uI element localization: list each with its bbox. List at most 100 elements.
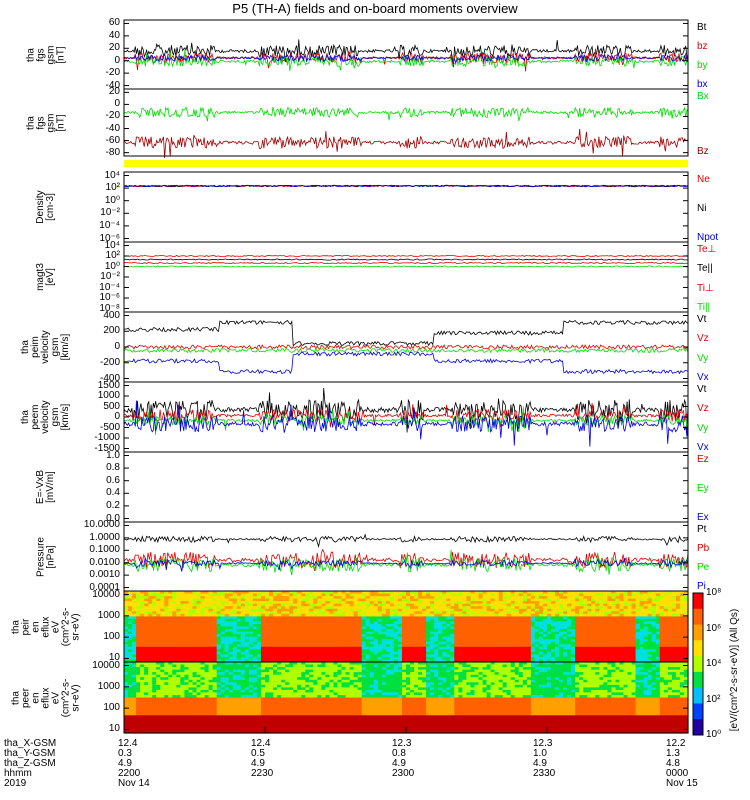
spectrogram-cell	[325, 639, 330, 643]
spectrogram-cell	[152, 631, 157, 635]
spectrogram-cell	[575, 651, 580, 655]
spectrogram-cell	[643, 626, 649, 630]
spectrogram-cell	[587, 649, 592, 653]
spectrogram-cell	[679, 644, 685, 648]
spectrogram-cell	[559, 616, 564, 620]
spectrogram-cell	[256, 646, 262, 650]
spectrogram-cell	[136, 677, 141, 681]
spectrogram-cell	[152, 659, 157, 663]
spectrogram-cell	[639, 624, 645, 628]
spectrogram-cell	[184, 705, 189, 709]
spectrogram-cell	[571, 626, 576, 630]
spectrogram-cell	[216, 634, 222, 638]
spectrogram-cell	[385, 603, 391, 607]
spectrogram-cell	[498, 644, 504, 648]
spectrogram-cell	[422, 644, 427, 648]
spectrogram-cell	[176, 715, 181, 719]
spectrogram-cell	[152, 712, 157, 716]
spectrogram-cell	[265, 621, 270, 625]
spectrogram-cell	[651, 649, 657, 653]
spectrogram-cell	[406, 611, 411, 615]
spectrogram-cell	[671, 654, 677, 658]
spectrogram-cell	[285, 601, 290, 605]
spectrogram-cell	[321, 603, 326, 607]
spectrogram-cell	[583, 591, 588, 595]
spectrogram-cell	[478, 603, 484, 607]
spectrogram-cell	[402, 646, 407, 650]
spectrogram-cell	[361, 646, 367, 650]
spectrogram-cell	[555, 654, 560, 658]
spectrogram-cell	[631, 639, 637, 643]
spectrogram-cell	[599, 593, 604, 597]
spectrogram-cell	[184, 629, 189, 633]
spectrogram-cell	[200, 679, 206, 683]
spectrogram-cell	[200, 598, 206, 602]
spectrogram-cell	[236, 662, 242, 666]
spectrogram-cell	[128, 674, 133, 678]
spectrogram-cell	[216, 654, 222, 658]
spectrogram-cell	[486, 616, 492, 620]
spectrogram-cell	[434, 618, 439, 622]
spectrogram-cell	[373, 654, 379, 658]
spectrogram-cell	[361, 606, 367, 610]
spectrogram-cell	[639, 598, 645, 602]
spectrogram-cell	[647, 608, 653, 612]
spectrogram-cell	[559, 659, 564, 663]
spectrogram-cell	[180, 667, 185, 671]
spectrogram-cell	[168, 669, 173, 673]
spectrogram-cell	[204, 646, 210, 650]
spectrogram-cell	[329, 626, 335, 630]
spectrogram-cell	[128, 656, 133, 660]
series-line-p2-1	[123, 128, 689, 159]
spectrogram-cell	[667, 616, 673, 620]
spectrogram-cell	[579, 624, 584, 628]
spectrogram-cell	[156, 601, 161, 605]
spectrogram-cell	[647, 618, 653, 622]
spectrogram-cell	[607, 629, 612, 633]
spectrogram-cell	[236, 634, 242, 638]
spectrogram-cell	[333, 621, 339, 625]
spectrogram-cell	[313, 646, 318, 650]
spectrogram-cell	[248, 664, 254, 668]
spectrogram-cell	[615, 606, 621, 610]
spectrogram-cell	[571, 656, 576, 660]
spectrogram-cell	[579, 626, 584, 630]
spectrogram-cell	[522, 639, 528, 643]
spectrogram-cell	[305, 613, 310, 617]
spectrogram-cell	[486, 654, 492, 658]
spectrogram-cell	[498, 616, 504, 620]
spectrogram-cell	[297, 591, 302, 595]
spectrogram-cell	[224, 715, 230, 719]
spectrogram-cell	[365, 606, 371, 610]
spectrogram-cell	[240, 639, 246, 643]
spectrogram-cell	[248, 636, 254, 640]
spectrogram-cell	[373, 646, 379, 650]
spectrogram-cell	[595, 631, 600, 635]
spectrogram-cell	[236, 730, 242, 734]
spectrogram-cell	[486, 646, 492, 650]
spectrogram-cell	[619, 646, 625, 650]
spectrogram-cell	[474, 636, 480, 640]
spectrogram-cell	[538, 598, 544, 602]
spectrogram-cell	[454, 601, 459, 605]
spectrogram-cell	[402, 611, 407, 615]
spectrogram-cell	[526, 601, 532, 605]
spectrogram-cell	[208, 641, 214, 645]
spectrogram-cell	[220, 710, 226, 714]
spectrogram-cell	[486, 624, 492, 628]
spectrogram-cell	[551, 629, 556, 633]
spectrogram-cell	[252, 669, 258, 673]
spectrogram-cell	[200, 697, 206, 701]
spectrogram-cell	[502, 608, 508, 612]
spectrogram-cell	[567, 641, 572, 645]
spectrogram-cell	[543, 641, 548, 645]
spectrogram-cell	[357, 634, 363, 638]
spectrogram-cell	[196, 618, 202, 622]
spectrogram-cell	[329, 634, 335, 638]
spectrogram-cell	[635, 636, 641, 640]
spectrogram-cell	[164, 662, 169, 666]
spectrogram-cell	[635, 621, 641, 625]
spectrogram-cell	[675, 591, 681, 595]
spectrogram-cell	[430, 624, 435, 628]
spectrogram-cell	[168, 722, 173, 726]
